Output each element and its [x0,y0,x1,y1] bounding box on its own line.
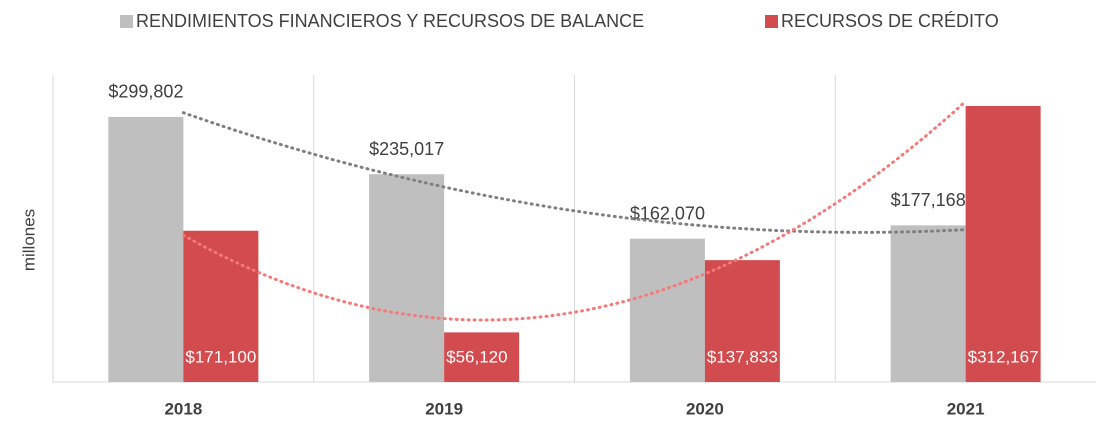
bar [108,116,184,382]
trendline [181,111,968,234]
legend-swatch [120,15,133,28]
value-label: $235,017 [369,139,444,159]
bar [890,225,966,382]
x-tick-label: 2021 [947,399,985,418]
legend-label: RECURSOS DE CRÉDITO [781,11,999,31]
bar [369,174,445,382]
legend-swatch [765,15,778,28]
x-tick-label: 2020 [686,399,724,418]
value-label: $299,802 [108,82,183,102]
bar [444,332,520,382]
value-label: $177,168 [891,190,966,210]
legend-label: RENDIMIENTOS FINANCIEROS Y RECURSOS DE B… [136,11,644,31]
bar [629,238,705,382]
bar [965,106,1041,382]
trendline [181,99,968,322]
bar [704,260,780,382]
value-label: $56,120 [446,347,507,366]
value-label: $162,070 [630,203,705,223]
y-axis-label: millones [19,209,38,271]
value-label: $312,167 [968,347,1039,366]
x-tick-label: 2018 [164,399,202,418]
x-tick-label: 2019 [425,399,463,418]
value-label: $171,100 [185,347,256,366]
value-label: $137,833 [707,347,778,366]
